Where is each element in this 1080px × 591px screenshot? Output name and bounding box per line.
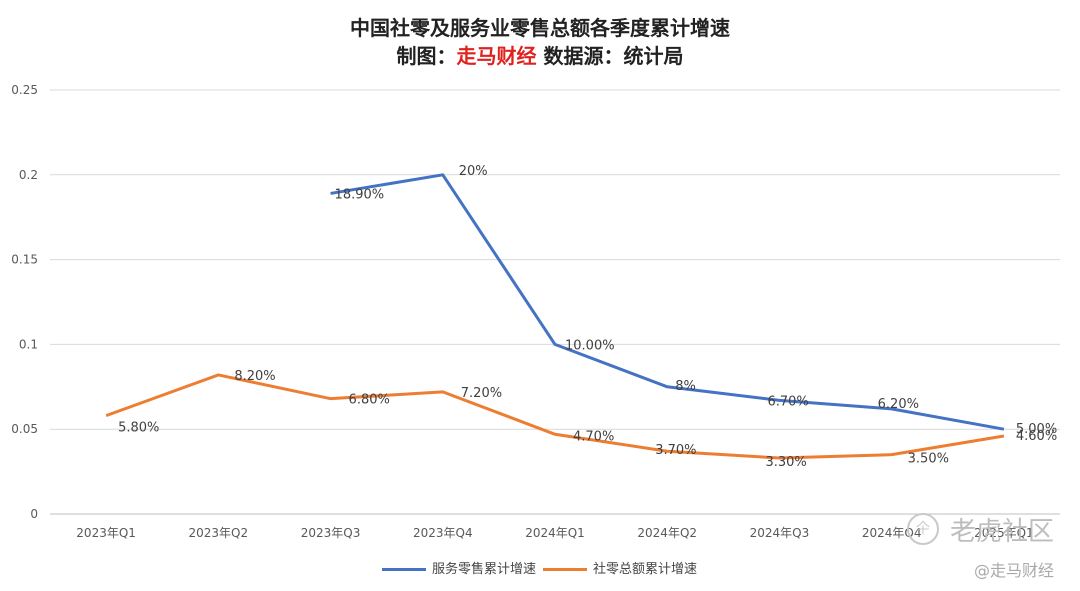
subtitle-brand: 走马财经 [456, 44, 537, 68]
legend-item-service-retail: 服务零售累计增速 [382, 558, 536, 577]
x-tick-label: 2023年Q3 [301, 526, 361, 540]
data-label: 4.70% [573, 429, 614, 444]
y-tick-label: 0 [30, 507, 38, 521]
y-tick-label: 0.2 [19, 168, 38, 182]
x-tick-label: 2024年Q2 [637, 526, 697, 540]
data-label: 10.00% [565, 338, 615, 353]
y-tick-label: 0.05 [11, 422, 38, 436]
series-line-service-retail [330, 173, 1005, 431]
x-tick-label: 2023年Q1 [76, 526, 136, 540]
data-label: 8% [675, 379, 696, 394]
watermark-community: 老虎社区 [949, 517, 1054, 547]
legend-label-total-retail: 社零总额累计增速 [593, 562, 698, 577]
x-tick-label: 2024年Q4 [862, 526, 922, 540]
x-tick-label: 2023年Q4 [413, 526, 473, 540]
watermark-logo-icon: 仐 [907, 513, 939, 545]
data-label: 5.80% [118, 421, 159, 436]
x-tick-label: 2024年Q1 [525, 526, 585, 540]
legend-swatch-total-retail [543, 568, 587, 571]
y-tick-label: 0.1 [19, 337, 38, 351]
subtitle-prefix: 制图： [396, 44, 457, 68]
data-label: 5.00% [1016, 422, 1057, 437]
data-label: 3.50% [908, 452, 949, 467]
chart-title: 中国社零及服务业零售总额各季度累计增速 [350, 16, 730, 40]
data-label: 20% [459, 164, 488, 179]
x-tick-label: 2025年Q1 [974, 526, 1034, 540]
y-tick-label: 0.15 [11, 253, 38, 267]
legend-label-service-retail: 服务零售累计增速 [432, 562, 537, 577]
data-label: 3.70% [655, 443, 696, 458]
data-label: 8.20% [234, 369, 275, 384]
legend-swatch-service-retail [382, 568, 426, 571]
data-label: 3.30% [765, 455, 806, 470]
y-tick-label: 0.25 [11, 83, 38, 97]
x-tick-label: 2024年Q3 [750, 526, 810, 540]
x-tick-label: 2023年Q2 [189, 526, 249, 540]
legend-item-total-retail: 社零总额累计增速 [543, 558, 697, 577]
data-label: 7.20% [461, 386, 502, 401]
watermark-handle: @走马财经 [973, 561, 1054, 580]
subtitle-source: 数据源：统计局 [536, 44, 684, 68]
data-label: 6.80% [349, 393, 390, 408]
data-label: 6.20% [878, 397, 919, 412]
data-label: 18.90% [335, 187, 385, 202]
data-label: 6.70% [767, 394, 808, 409]
series-line-total-retail [105, 373, 1005, 460]
data-label: 4.60% [1016, 429, 1057, 444]
chart-subtitle: 制图：走马财经 数据源：统计局 [0, 40, 1080, 69]
